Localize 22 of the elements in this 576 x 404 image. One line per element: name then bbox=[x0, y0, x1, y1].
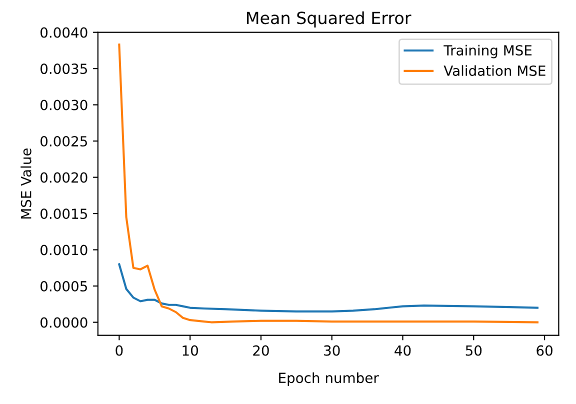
y-tick-label: 0.0010 bbox=[40, 244, 88, 256]
legend-label: Training MSE bbox=[444, 44, 532, 58]
y-tick-label: 0.0030 bbox=[40, 100, 88, 110]
chart-title: Mean Squared Error bbox=[247, 11, 412, 28]
x-tick-label: 20 bbox=[253, 345, 269, 356]
y-axis-title: MSE Value bbox=[20, 148, 32, 219]
x-tick-label: 30 bbox=[324, 345, 340, 356]
y-tick-label: 0.0000 bbox=[40, 317, 88, 328]
x-tick-label: 10 bbox=[182, 345, 198, 356]
x-axis-title: Epoch number bbox=[279, 372, 379, 386]
y-tick-label: 0.0020 bbox=[40, 172, 88, 183]
y-tick-label: 0.0025 bbox=[40, 136, 87, 147]
legend-label: Validation MSE bbox=[444, 65, 546, 76]
y-tick-label: 0.0015 bbox=[40, 208, 87, 220]
y-tick-label: 0.0040 bbox=[40, 27, 88, 38]
x-tick-label: 0 bbox=[116, 345, 123, 356]
x-tick-label: 40 bbox=[394, 345, 411, 356]
y-tick-label: 0.0005 bbox=[40, 280, 87, 292]
y-tick-label: 0.0035 bbox=[40, 64, 87, 74]
x-tick-label: 50 bbox=[466, 345, 482, 356]
line-series bbox=[118, 263, 538, 312]
x-tick-label: 60 bbox=[536, 345, 552, 356]
